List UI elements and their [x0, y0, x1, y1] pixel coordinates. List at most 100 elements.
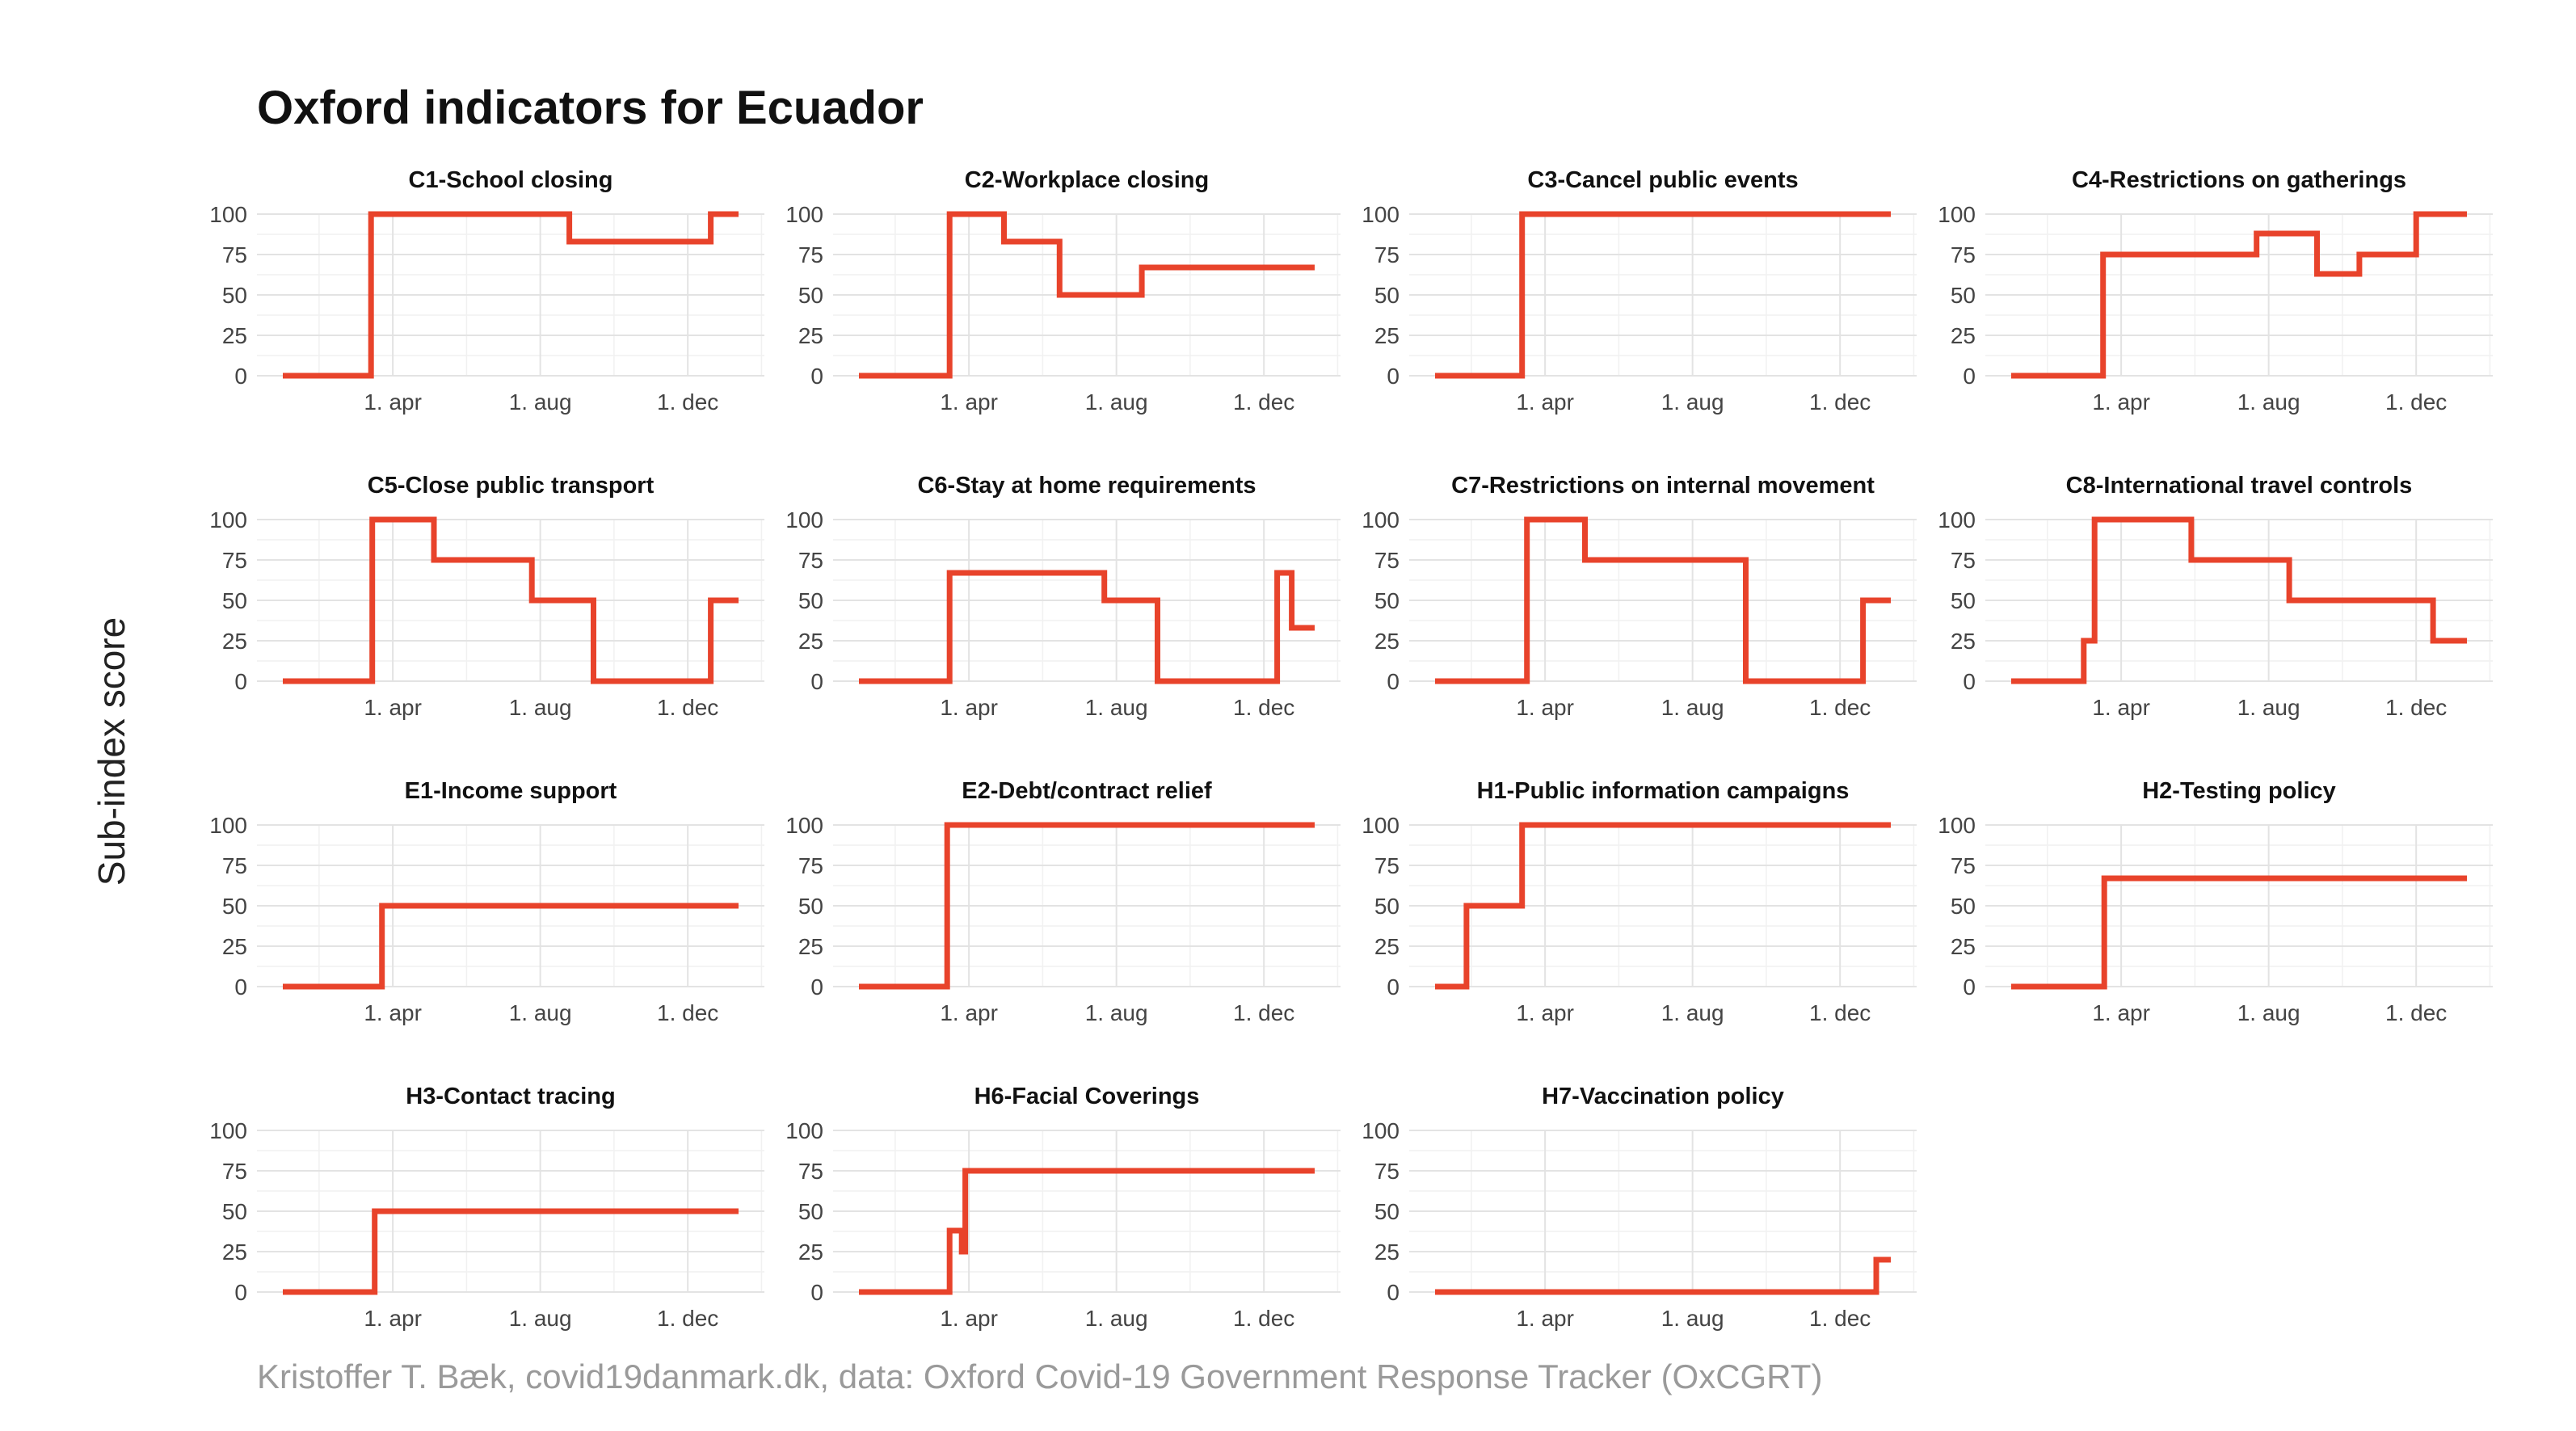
y-tick-label: 100: [785, 507, 823, 532]
x-tick-label: 1. dec: [657, 1306, 718, 1331]
chart-panel: C6-Stay at home requirements 0 25 50 75 100 1.…: [785, 473, 1341, 720]
x-tick-label: 1. apr: [940, 1000, 998, 1025]
chart-panel: C2-Workplace closing 0 25 50 75 100 1. apr 1. a…: [785, 167, 1341, 415]
series-line: [283, 1208, 739, 1295]
y-tick-label: 50: [1951, 894, 1976, 919]
y-tick-label: 50: [1951, 588, 1976, 613]
y-tick-label: 0: [1387, 974, 1400, 1000]
chart-panel: C5-Close public transport 0 25 50 75 100 1. ap…: [209, 473, 764, 720]
x-tick-label: 1. apr: [2092, 389, 2150, 415]
series-line: [859, 570, 1315, 684]
y-tick-label: 25: [1951, 629, 1976, 654]
panel-title: H3-Contact tracing: [406, 1084, 615, 1109]
series-line: [2011, 211, 2467, 379]
x-tick-label: 1. aug: [1661, 1306, 1724, 1331]
y-tick-label: 75: [1951, 548, 1976, 573]
y-tick-label: 100: [1938, 507, 1976, 532]
y-tick-label: 0: [234, 669, 247, 694]
x-tick-label: 1. dec: [2385, 1000, 2447, 1025]
y-tick-label: 25: [1951, 934, 1976, 959]
y-tick-label: 100: [1362, 813, 1400, 838]
series-line: [1435, 1256, 1891, 1295]
x-tick-label: 1. apr: [1516, 695, 1574, 720]
y-tick-label: 0: [1387, 1280, 1400, 1305]
y-tick-label: 100: [209, 507, 247, 532]
x-tick-label: 1. dec: [1809, 389, 1871, 415]
y-tick-label: 25: [222, 323, 247, 348]
panel-title: C3-Cancel public events: [1527, 167, 1798, 193]
x-tick-label: 1. dec: [657, 695, 718, 720]
y-tick-label: 75: [1951, 853, 1976, 878]
y-tick-label: 75: [222, 853, 247, 878]
x-tick-label: 1. dec: [1233, 1000, 1294, 1025]
y-tick-label: 25: [1374, 323, 1400, 348]
y-tick-label: 0: [810, 669, 823, 694]
x-tick-label: 1. apr: [1516, 1306, 1574, 1331]
y-tick-label: 100: [785, 202, 823, 227]
y-tick-label: 75: [1951, 242, 1976, 267]
y-tick-label: 75: [798, 242, 823, 267]
y-tick-label: 50: [222, 588, 247, 613]
x-tick-label: 1. aug: [1661, 1000, 1724, 1025]
y-tick-label: 0: [1387, 364, 1400, 389]
chart-panel: C1-School closing 0 25 50 75 100 1. apr 1. aug 1…: [209, 167, 764, 415]
y-tick-label: 0: [234, 1280, 247, 1305]
series-line: [2011, 516, 2467, 684]
x-tick-label: 1. apr: [2092, 695, 2150, 720]
x-tick-label: 1. apr: [1516, 389, 1574, 415]
y-tick-label: 25: [222, 1239, 247, 1265]
x-tick-label: 1. aug: [509, 389, 572, 415]
y-tick-label: 75: [798, 853, 823, 878]
y-tick-label: 75: [222, 1159, 247, 1184]
y-tick-label: 75: [1374, 548, 1400, 573]
y-tick-label: 25: [798, 934, 823, 959]
y-tick-label: 100: [1362, 507, 1400, 532]
series-line: [859, 822, 1315, 990]
chart-panel: C4-Restrictions on gatherings 0 25 50 75 100 1…: [1938, 167, 2493, 415]
y-tick-label: 75: [798, 548, 823, 573]
x-tick-label: 1. dec: [1233, 695, 1294, 720]
y-tick-label: 50: [1374, 588, 1400, 613]
y-tick-label: 0: [810, 364, 823, 389]
y-tick-label: 50: [222, 894, 247, 919]
chart-panel: H6-Facial Coverings 0 25 50 75 100 1. apr 1. au…: [785, 1084, 1341, 1331]
y-tick-label: 100: [209, 1118, 247, 1143]
panel-title: H2-Testing policy: [2142, 778, 2336, 804]
x-tick-label: 1. aug: [1085, 1000, 1148, 1025]
x-tick-label: 1. dec: [2385, 695, 2447, 720]
y-tick-label: 0: [234, 974, 247, 1000]
y-tick-label: 75: [1374, 242, 1400, 267]
y-tick-label: 100: [1938, 202, 1976, 227]
y-tick-label: 0: [234, 364, 247, 389]
y-tick-label: 25: [1374, 934, 1400, 959]
x-tick-label: 1. aug: [2237, 389, 2300, 415]
x-tick-label: 1. dec: [1233, 1306, 1294, 1331]
chart-title: Oxford indicators for Ecuador: [257, 82, 924, 134]
y-tick-label: 0: [1963, 669, 1976, 694]
y-tick-label: 100: [1938, 813, 1976, 838]
y-tick-label: 25: [1951, 323, 1976, 348]
x-tick-label: 1. dec: [1809, 1306, 1871, 1331]
x-tick-label: 1. apr: [364, 695, 422, 720]
x-tick-label: 1. dec: [1809, 695, 1871, 720]
y-tick-label: 75: [1374, 1159, 1400, 1184]
y-tick-label: 25: [222, 934, 247, 959]
y-tick-label: 50: [1951, 283, 1976, 308]
panel-title: H6-Facial Coverings: [974, 1084, 1200, 1109]
y-tick-label: 50: [1374, 894, 1400, 919]
panel-title: E2-Debt/contract relief: [962, 778, 1212, 804]
y-tick-label: 50: [1374, 283, 1400, 308]
x-tick-label: 1. aug: [1085, 1306, 1148, 1331]
y-tick-label: 50: [798, 283, 823, 308]
x-tick-label: 1. dec: [1809, 1000, 1871, 1025]
series-line: [283, 903, 739, 990]
x-tick-label: 1. aug: [509, 1306, 572, 1331]
y-tick-label: 100: [785, 813, 823, 838]
x-tick-label: 1. apr: [940, 389, 998, 415]
x-tick-label: 1. aug: [509, 695, 572, 720]
panel-title: C2-Workplace closing: [965, 167, 1209, 193]
chart-panel: H7-Vaccination policy 0 25 50 75 100 1. apr 1. …: [1362, 1084, 1917, 1331]
x-tick-label: 1. apr: [364, 1306, 422, 1331]
series-line: [283, 211, 739, 379]
panel-title: C1-School closing: [409, 167, 613, 193]
